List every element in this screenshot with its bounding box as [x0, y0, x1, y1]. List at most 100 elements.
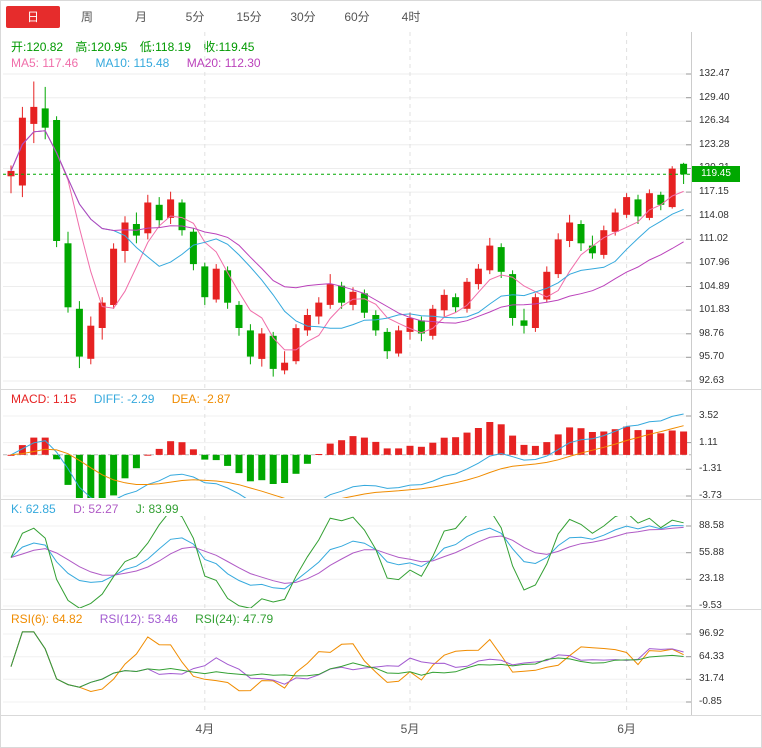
d-label: D:: [73, 502, 86, 516]
rsi12-label: RSI(12):: [99, 612, 145, 626]
y-axis-label: -0.85: [699, 696, 722, 707]
rsi6-value: 64.82: [52, 612, 83, 626]
rsi-readout: RSI(6): 64.82 RSI(12): 53.46 RSI(24): 47…: [11, 612, 287, 626]
ma20-label: MA20:: [186, 56, 222, 70]
j-value: 83.99: [148, 502, 179, 516]
diff-label: DIFF:: [93, 392, 124, 406]
y-axis-label: 23.18: [699, 573, 725, 585]
tab-30min[interactable]: 30分: [276, 6, 330, 28]
panel-separator: [1, 389, 761, 390]
tab-day[interactable]: 日: [6, 6, 60, 28]
y-axis-label: 1.11: [699, 436, 718, 448]
y-axis-label: -1.31: [699, 463, 722, 475]
macd-readout: MACD: 1.15 DIFF: -2.29 DEA: -2.87: [11, 392, 244, 406]
macd-value-readout: MACD: 1.15: [11, 392, 76, 406]
rsi-chart[interactable]: [3, 626, 691, 714]
low-readout: 低:118.19: [140, 40, 191, 54]
tab-week[interactable]: 周: [60, 6, 114, 28]
y-axis-label: 88.58: [699, 520, 725, 531]
k-value: 62.85: [25, 502, 56, 516]
y-axis-label: 101.83: [699, 304, 730, 316]
y-axis-label: 132.47: [699, 68, 730, 79]
d-readout: D: 52.27: [73, 502, 118, 516]
current-price-badge: 119.45: [692, 166, 740, 183]
x-axis-month-label: 6月: [617, 722, 636, 736]
open-readout: 开:120.82: [11, 40, 63, 54]
y-axis-label: -9.53: [699, 600, 722, 611]
panel-separator: [1, 499, 761, 500]
high-label: 高:: [75, 40, 91, 54]
close-label: 收:: [203, 40, 219, 54]
y-axis-label: 123.28: [699, 138, 730, 150]
diff-readout: DIFF: -2.29: [94, 392, 155, 406]
k-label: K:: [11, 502, 23, 516]
y-axis-label: 55.88: [699, 546, 725, 558]
tab-4hour[interactable]: 4时: [384, 6, 438, 28]
rsi24-readout: RSI(24): 47.79: [195, 612, 273, 626]
ma10-label: MA10:: [95, 56, 131, 70]
y-axis-label: 95.70: [699, 351, 725, 363]
dea-value: -2.87: [203, 392, 231, 406]
kdj-readout: K: 62.85 D: 52.27 J: 83.99: [11, 502, 193, 516]
ma20-readout: MA20: 112.30: [187, 56, 261, 70]
rsi6-readout: RSI(6): 64.82: [11, 612, 82, 626]
diff-value: -2.29: [127, 392, 155, 406]
rsi12-value: 53.46: [147, 612, 178, 626]
low-label: 低:: [139, 40, 156, 54]
j-label: J:: [135, 502, 146, 516]
y-axis-label: 111.02: [699, 233, 729, 245]
macd-chart[interactable]: [3, 406, 691, 498]
ma10-value: 115.48: [133, 56, 170, 70]
dea-label: DEA:: [171, 392, 200, 406]
high-readout: 高:120.95: [75, 40, 127, 54]
close-readout: 收:119.45: [203, 40, 254, 54]
y-axis-label: 107.96: [699, 256, 730, 268]
x-axis-month-label: 5月: [400, 722, 420, 736]
kdj-chart[interactable]: [3, 516, 691, 608]
tab-60min[interactable]: 60分: [330, 6, 384, 28]
rsi24-value: 47.79: [243, 612, 274, 626]
macd-label: MACD:: [11, 392, 50, 406]
ohlc-readout: 开:120.82 高:120.95 低:118.19 收:119.45: [11, 38, 263, 55]
rsi6-label: RSI(6):: [11, 612, 50, 626]
tab-5min[interactable]: 5分: [168, 6, 222, 28]
y-axis-label: 3.52: [699, 410, 719, 421]
panel-separator: [1, 609, 761, 610]
tab-15min[interactable]: 15分: [222, 6, 276, 28]
ma5-readout: MA5: 117.46: [11, 56, 78, 70]
x-axis-month-label: 4月: [195, 722, 215, 736]
high-value: 120.95: [90, 40, 128, 54]
x-axis-separator: [1, 715, 761, 716]
y-axis-label: 114.08: [699, 209, 729, 221]
rsi12-readout: RSI(12): 53.46: [100, 612, 178, 626]
y-axis-line: [691, 32, 692, 715]
j-readout: J: 83.99: [136, 502, 179, 516]
macd-value: 1.15: [53, 392, 77, 406]
y-axis-label: 98.76: [699, 327, 725, 339]
ma20-value: 112.30: [224, 56, 261, 70]
y-axis-label: 64.33: [699, 650, 725, 662]
low-value: 118.19: [155, 40, 191, 54]
d-value: 52.27: [88, 502, 119, 516]
ma10-readout: MA10: 115.48: [96, 56, 170, 70]
y-axis-label: 92.63: [699, 375, 725, 386]
rsi24-label: RSI(24):: [195, 612, 240, 626]
candlestick-chart[interactable]: [3, 32, 691, 389]
y-axis-label: 129.40: [699, 91, 730, 103]
close-value: 119.45: [218, 40, 255, 54]
interval-tabbar: 日 周 月 5分 15分 30分 60分 4时: [6, 6, 438, 28]
y-axis-label: 31.74: [699, 673, 725, 685]
ma5-label: MA5:: [11, 56, 40, 70]
dea-readout: DEA: -2.87: [172, 392, 231, 406]
ma5-value: 117.46: [42, 56, 79, 70]
y-axis-label: 96.92: [699, 628, 725, 639]
k-readout: K: 62.85: [11, 502, 56, 516]
open-label: 开:: [11, 40, 27, 54]
y-axis-label: -3.73: [699, 490, 722, 501]
y-axis-label: 117.15: [699, 186, 729, 198]
tab-month[interactable]: 月: [114, 6, 168, 28]
y-axis-label: 126.34: [699, 115, 730, 127]
ma-readout: MA5: 117.46 MA10: 115.48 MA20: 112.30: [11, 56, 275, 70]
y-axis-label: 104.89: [699, 280, 730, 292]
